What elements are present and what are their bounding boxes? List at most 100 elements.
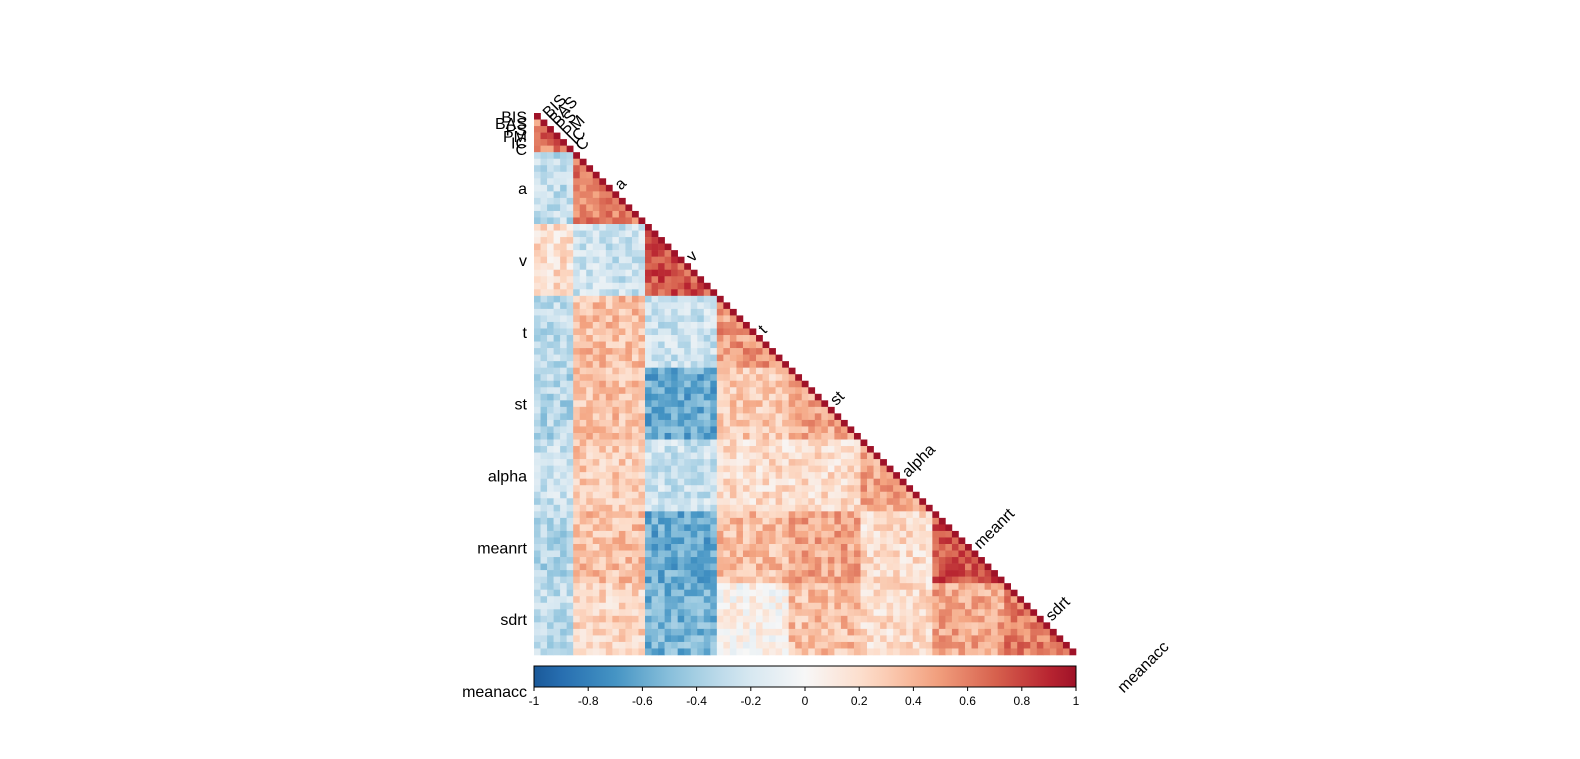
heatmap-cell [618,596,626,604]
heatmap-cell [690,269,698,277]
heatmap-cell [540,302,548,310]
heatmap-cell [840,491,848,499]
heatmap-cell [742,393,750,401]
heatmap-cell [736,550,744,558]
heatmap-cell [710,335,718,342]
heatmap-cell [579,191,587,199]
heatmap-cell [873,557,881,564]
heatmap-cell [742,374,750,382]
heatmap-cell [566,400,574,408]
heatmap-cell [586,602,594,610]
heatmap-cell [690,635,698,643]
heatmap-cell [840,563,848,571]
heatmap-cell [756,498,763,506]
heatmap-cell [847,530,855,538]
heatmap-cell [906,537,914,545]
heatmap-cell [631,557,639,564]
heatmap-cell [893,498,900,506]
heatmap-cell [742,543,750,551]
heatmap-cell [723,543,731,551]
heatmap-cell [618,550,626,558]
heatmap-cell [684,432,692,440]
heatmap-cell [677,374,685,382]
heatmap-cell [671,563,678,571]
heatmap-cell [592,256,600,264]
heatmap-cell [827,641,835,649]
heatmap-cell [677,602,685,610]
heatmap-cell [618,282,626,290]
heatmap-cell [586,243,594,251]
heatmap-cell [645,393,652,401]
heatmap-cell [664,250,672,257]
heatmap-cell [769,576,776,584]
heatmap-cell [599,361,607,368]
heatmap-cell [658,426,665,434]
heatmap-cell [592,289,600,297]
heatmap-cell [847,498,855,506]
heatmap-cell [769,628,776,636]
heatmap-cell [736,432,744,440]
heatmap-cell [893,543,900,551]
heatmap-cell [984,648,992,656]
heatmap-cell [553,648,561,656]
heatmap-cell [534,302,541,310]
heatmap-cell [756,452,763,460]
heatmap-cell [853,615,861,623]
heatmap-cell [560,367,567,375]
heatmap-cell [736,354,744,362]
heatmap-cell [886,563,894,571]
heatmap-cell [638,550,646,558]
heatmap-cell [566,217,574,225]
heatmap-cell [560,537,567,545]
heatmap-cell [586,276,594,284]
heatmap-cell [586,596,594,604]
heatmap-cell [860,602,868,610]
heatmap-cell [827,570,835,577]
heatmap-cell [827,530,835,538]
heatmap-cell [723,380,731,388]
heatmap-cell [703,459,711,466]
heatmap-cell [834,648,842,656]
heatmap-cell [723,641,731,649]
heatmap-cell [664,615,672,623]
heatmap-cell [586,576,594,584]
heatmap-cell [579,498,587,506]
heatmap-cell [716,459,724,466]
heatmap-cell [566,282,574,290]
heatmap-cell [978,615,985,623]
heatmap-cell [599,543,607,551]
heatmap-cell [873,570,881,577]
heatmap-cell [716,576,724,584]
heatmap-cell [592,648,600,656]
heatmap-cell [658,243,665,251]
heatmap-cell [625,557,633,564]
heatmap-cell [599,302,607,310]
heatmap-cell [756,380,763,388]
heatmap-cell [612,472,620,479]
heatmap-cell [795,589,803,597]
heatmap-cell [756,530,763,538]
heatmap-cell [873,628,881,636]
heatmap-cell [808,537,816,545]
heatmap-cell [625,321,633,329]
heatmap-cell [899,641,907,649]
heatmap-cell [631,367,639,375]
heatmap-cell [573,178,581,186]
heatmap-cell [566,517,574,525]
heatmap-cell [938,596,946,604]
heatmap-cell [547,622,554,630]
heatmap-cell [853,504,861,512]
heatmap-cell [553,197,561,205]
heatmap-cell [729,635,737,643]
heatmap-cell [938,576,946,584]
heatmap-cell [560,230,567,238]
heatmap-cell [710,439,718,447]
heatmap-cell [586,615,594,623]
heatmap-cell [919,628,927,636]
heatmap-cell [573,348,581,355]
heatmap-cell [697,557,705,564]
heatmap-cell [886,628,894,636]
heatmap-cell [893,511,900,519]
heatmap-cell [664,641,672,649]
heatmap-cell [899,596,907,604]
